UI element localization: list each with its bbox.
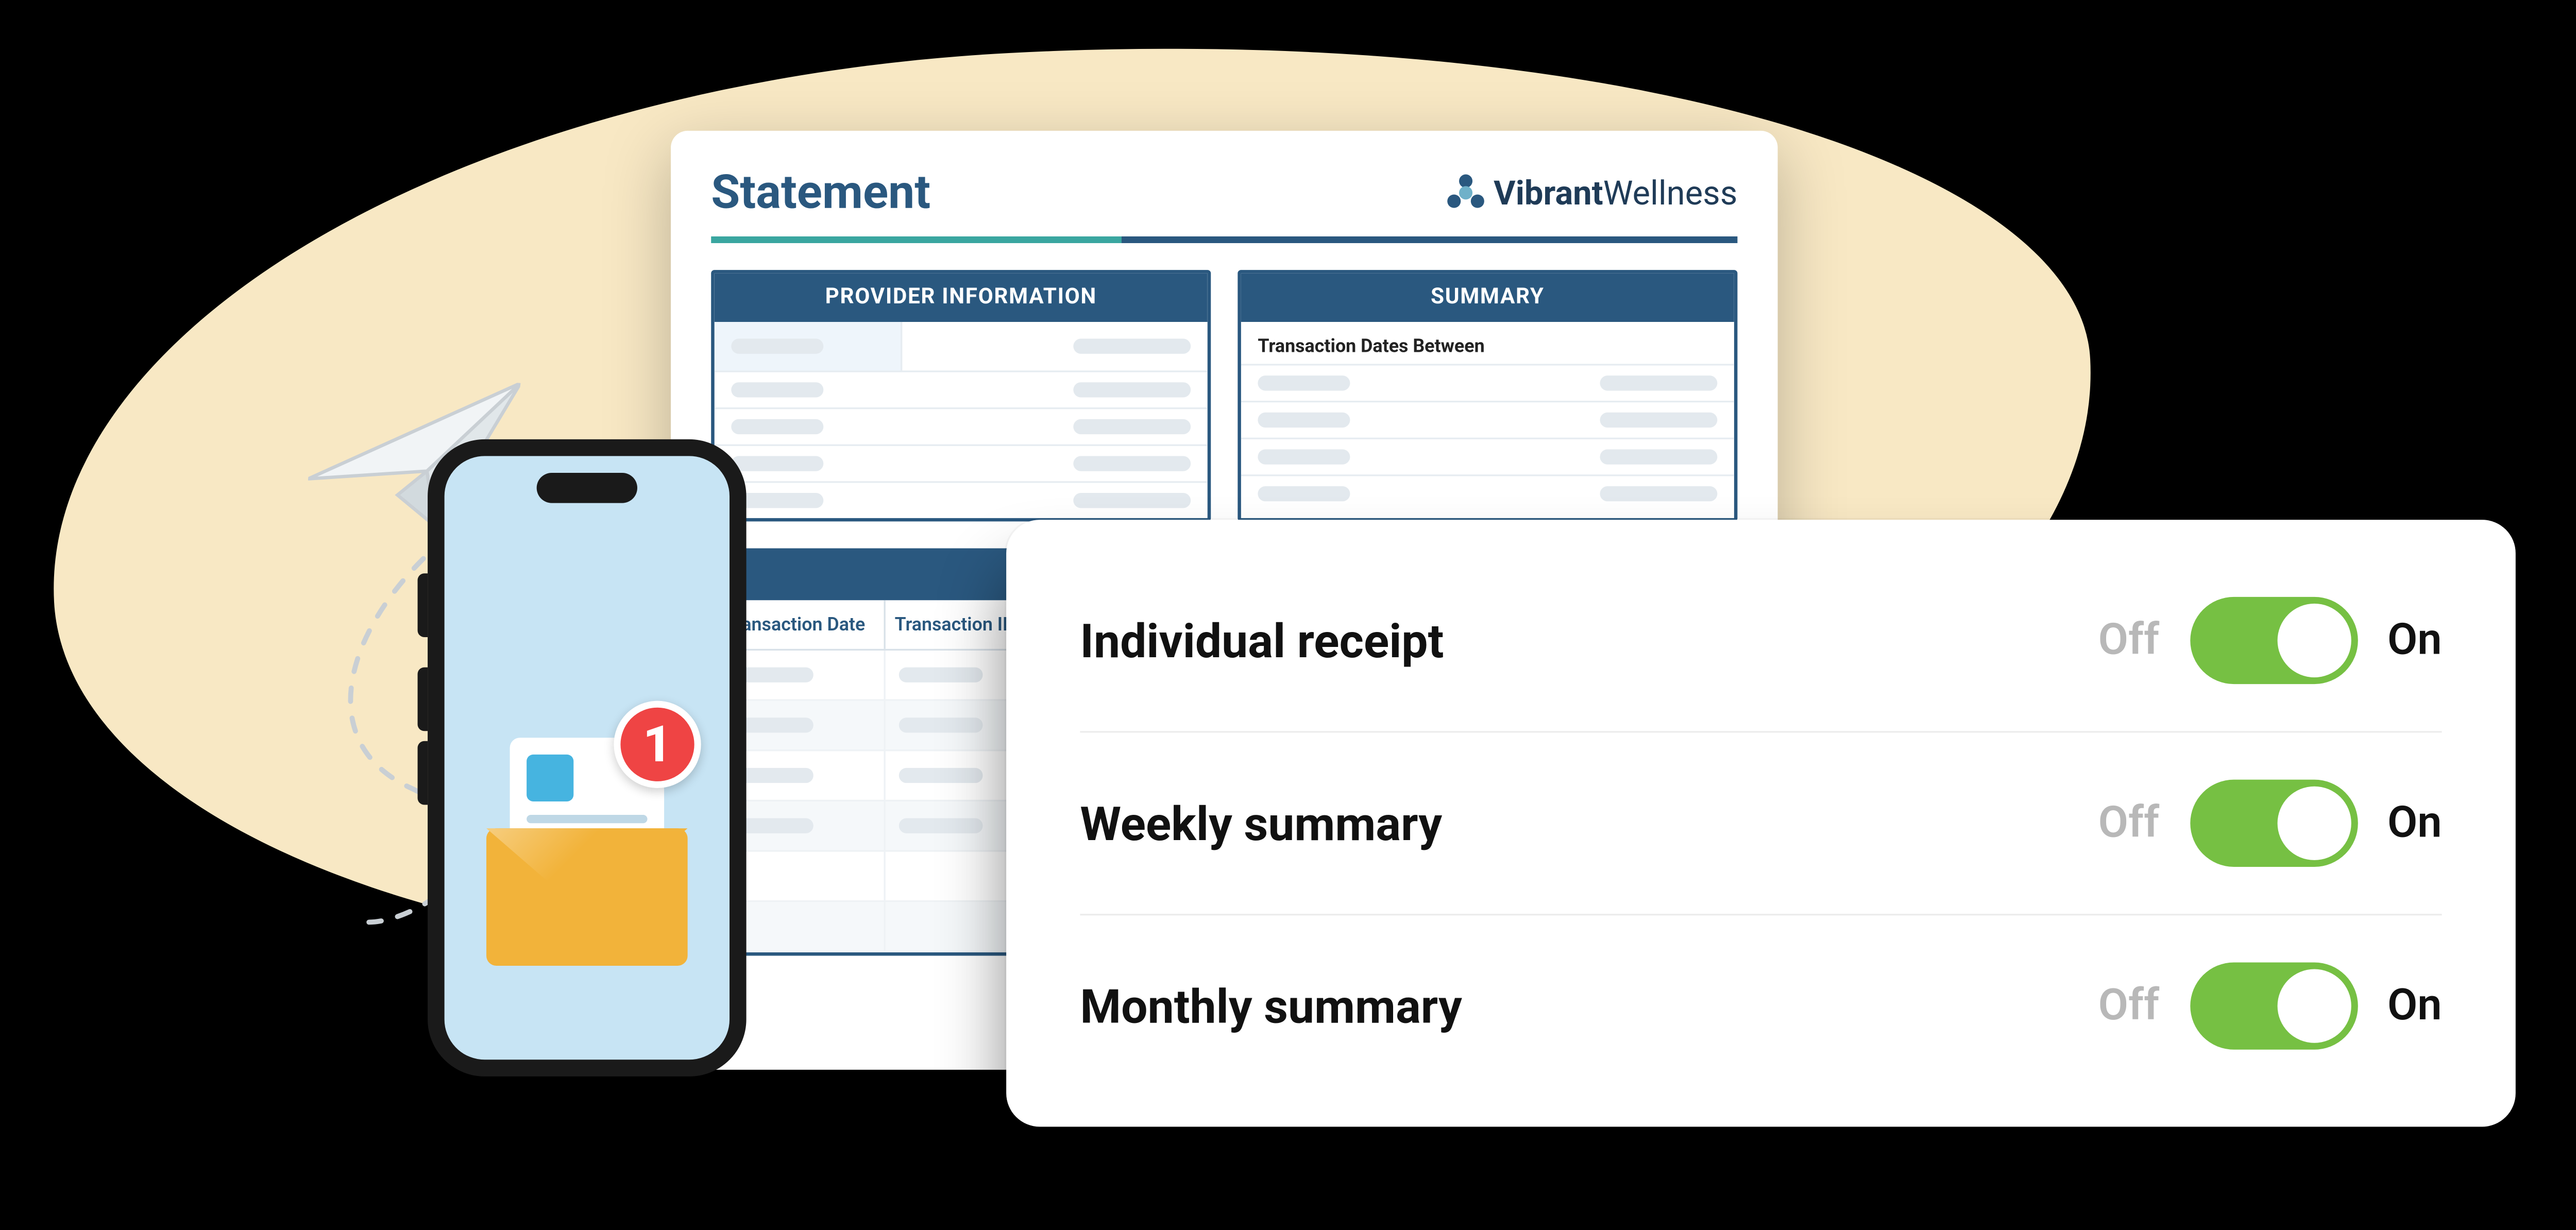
toggle-individual-receipt[interactable] [2190, 597, 2358, 684]
setting-row-individual-receipt: Individual receipt Off On [1080, 550, 2442, 733]
toggle-on-label: On [2387, 981, 2442, 1031]
setting-row-weekly-summary: Weekly summary Off On [1080, 733, 2442, 916]
statement-title: Statement [711, 164, 930, 219]
brand-logo: VibrantWellness [1447, 172, 1737, 212]
toggle-off-label: Off [2098, 981, 2160, 1031]
phone-illustration: 1 [428, 439, 746, 1077]
brand-name-strong: Vibrant [1494, 172, 1603, 212]
notification-settings-card: Individual receipt Off On Weekly summary… [1006, 520, 2516, 1126]
setting-row-monthly-summary: Monthly summary Off On [1080, 915, 2442, 1097]
provider-info-header: PROVIDER INFORMATION [715, 274, 1208, 322]
setting-label: Weekly summary [1080, 796, 1442, 851]
notification-badge: 1 [614, 701, 701, 788]
summary-box: SUMMARY Transaction Dates Between [1238, 270, 1737, 521]
toggle-monthly-summary[interactable] [2190, 962, 2358, 1049]
brand-logo-icon [1447, 174, 1484, 211]
toggle-off-label: Off [2098, 616, 2160, 666]
envelope-icon: 1 [486, 828, 688, 966]
phone-notch [537, 473, 637, 503]
toggle-on-label: On [2387, 616, 2442, 666]
summary-subhead: Transaction Dates Between [1241, 322, 1734, 364]
setting-label: Monthly summary [1080, 978, 1462, 1033]
toggle-off-label: Off [2098, 798, 2160, 848]
toggle-weekly-summary[interactable] [2190, 780, 2358, 867]
statement-divider [711, 236, 1737, 243]
provider-info-box: PROVIDER INFORMATION [711, 270, 1211, 521]
setting-label: Individual receipt [1080, 613, 1444, 668]
toggle-on-label: On [2387, 798, 2442, 848]
brand-name-rest: Wellness [1603, 172, 1738, 212]
brand-name: VibrantWellness [1494, 172, 1737, 212]
summary-header: SUMMARY [1241, 274, 1734, 322]
